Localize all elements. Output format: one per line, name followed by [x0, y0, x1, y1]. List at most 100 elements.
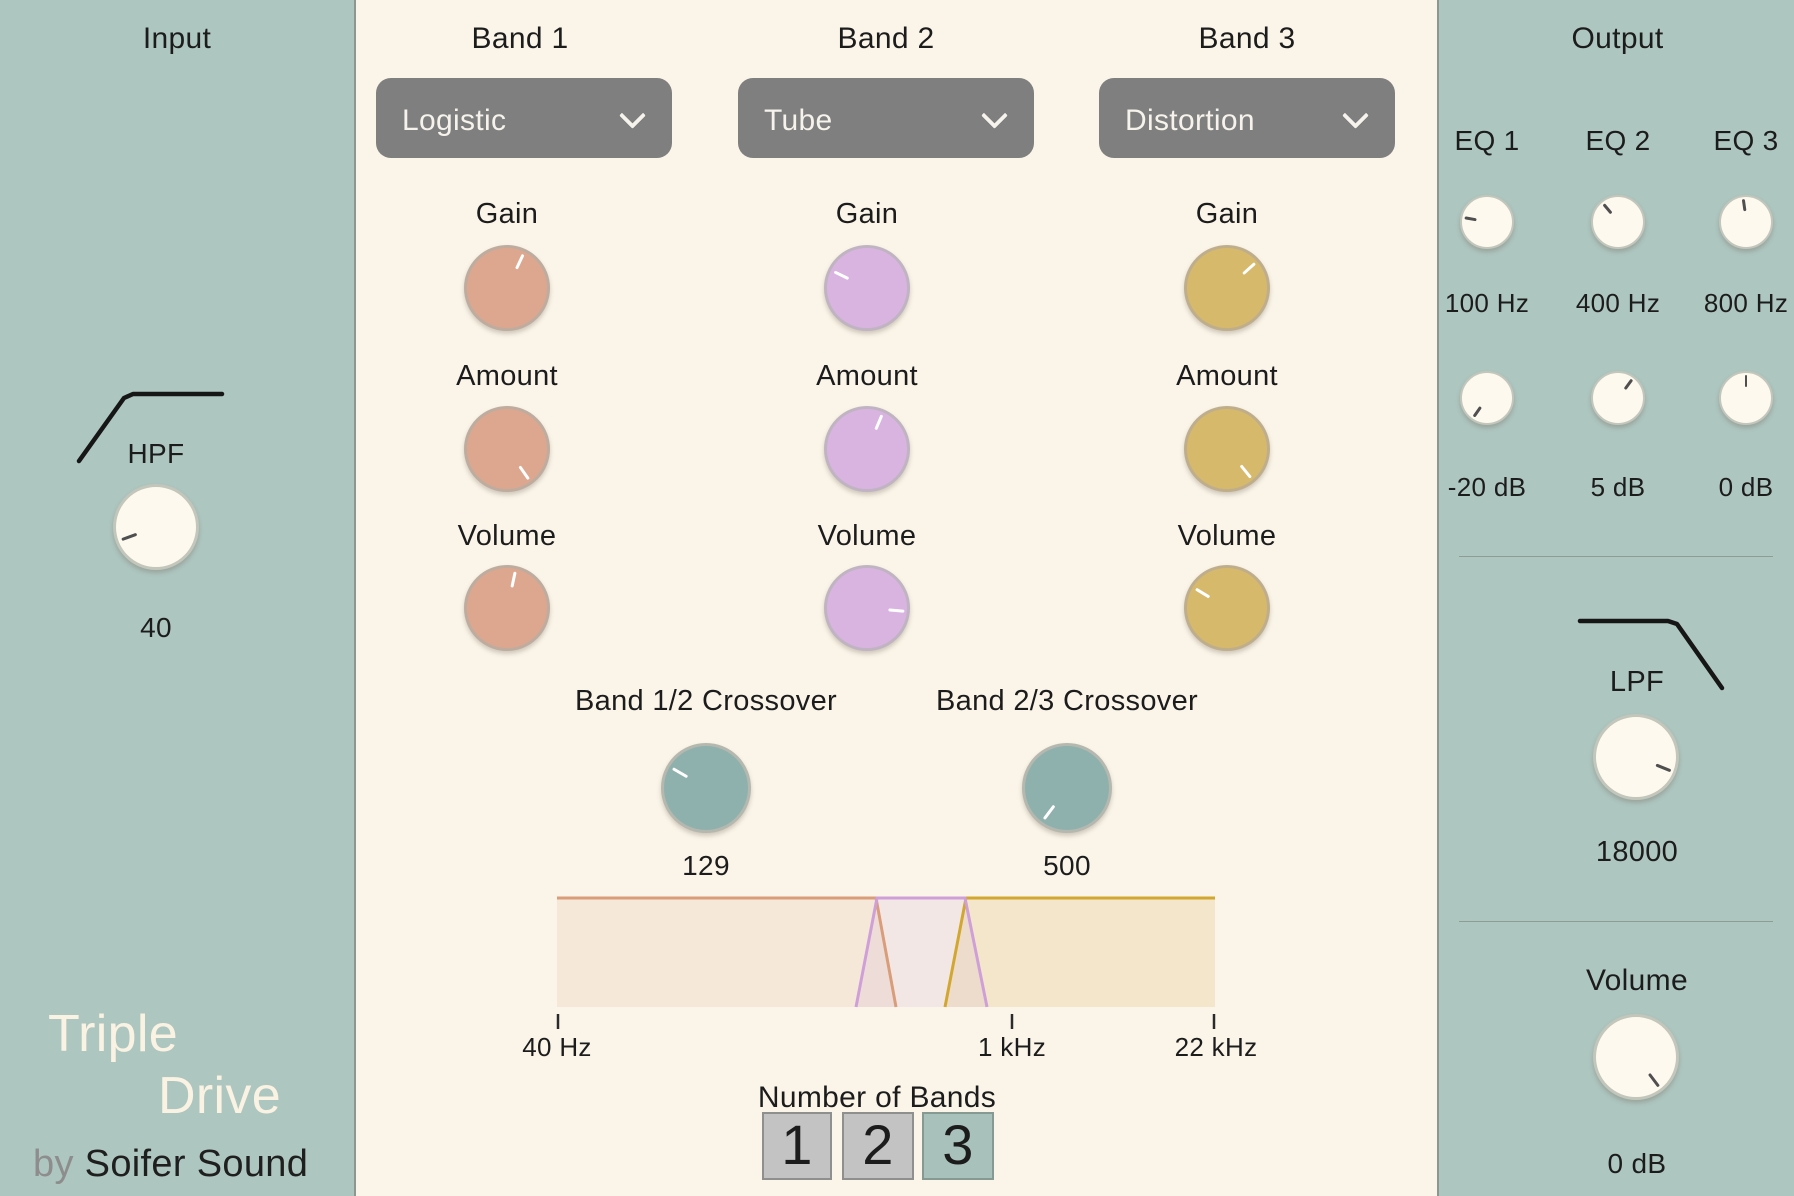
number-of-bands-label: Number of Bands: [757, 1081, 997, 1114]
band3-title: Band 3: [1198, 22, 1296, 55]
knob-indicator: [1042, 804, 1055, 821]
band3-amount-label: Amount: [1176, 360, 1278, 392]
bands-count-button-3[interactable]: 3: [922, 1112, 994, 1180]
knob-indicator: [1654, 763, 1671, 773]
spectrum-tick-1khz: 1 kHz: [977, 1032, 1047, 1062]
band1-volume-knob[interactable]: [464, 565, 550, 651]
knob-indicator: [1602, 203, 1612, 215]
eq2-freq-value: 400 Hz: [1575, 288, 1661, 318]
knob-indicator: [671, 767, 688, 779]
crossover23-knob[interactable]: [1022, 743, 1112, 833]
knob-indicator: [1464, 216, 1477, 222]
knob-indicator: [517, 465, 530, 481]
knob-indicator: [1623, 378, 1633, 390]
band3-volume-knob[interactable]: [1184, 565, 1270, 651]
eq1-freq-value: 100 Hz: [1444, 288, 1530, 318]
knob-indicator: [1239, 464, 1252, 479]
crossover23-label: Band 2/3 Crossover: [935, 685, 1199, 717]
band3-gain-label: Gain: [1195, 198, 1259, 230]
band1-gain-knob[interactable]: [464, 245, 550, 331]
band2-mode-value: Tube: [764, 104, 833, 137]
band2-title: Band 2: [837, 22, 935, 55]
eq1-label: EQ 1: [1454, 125, 1520, 156]
knob-indicator: [514, 253, 524, 270]
knob-indicator: [120, 532, 137, 542]
band2-mode-dropdown[interactable]: Tube: [738, 78, 1034, 158]
hpf-value: 40: [140, 612, 172, 643]
eq1-freq-knob[interactable]: [1460, 195, 1514, 249]
spectrum-tick-40hz: 40 Hz: [522, 1032, 592, 1062]
eq3-gain-value: 0 dB: [1718, 472, 1774, 502]
chevron-down-icon: [1342, 102, 1369, 129]
band3-mode-dropdown[interactable]: Distortion: [1099, 78, 1395, 158]
brand-title-line1: Triple: [48, 1005, 179, 1063]
brand-byline: by Soifer Sound: [33, 1143, 308, 1186]
knob-indicator: [1194, 587, 1210, 599]
knob-indicator: [1472, 406, 1482, 418]
eq3-freq-value: 800 Hz: [1703, 288, 1789, 318]
input-panel-title: Input: [142, 22, 212, 55]
eq1-gain-knob[interactable]: [1460, 371, 1514, 425]
chevron-down-icon: [981, 102, 1008, 129]
output-volume-knob[interactable]: [1593, 1014, 1679, 1100]
knob-indicator: [1241, 262, 1256, 276]
hpf-slope-icon: [76, 391, 225, 464]
band1-mode-value: Logistic: [402, 104, 507, 137]
lpf-slope-icon: [1577, 618, 1725, 691]
crossover23-value: 500: [1043, 850, 1091, 881]
crossover12-value: 129: [682, 850, 730, 881]
band3-volume-label: Volume: [1177, 520, 1277, 552]
hpf-label: HPF: [127, 438, 185, 469]
lpf-label: LPF: [1609, 666, 1665, 698]
band3-mode-value: Distortion: [1125, 104, 1255, 137]
knob-indicator: [509, 571, 517, 588]
knob-indicator: [873, 414, 883, 431]
band2-amount-knob[interactable]: [824, 406, 910, 492]
band2-volume-knob[interactable]: [824, 565, 910, 651]
hpf-knob[interactable]: [113, 484, 199, 570]
knob-indicator: [1744, 375, 1748, 387]
output-panel-title: Output: [1571, 22, 1664, 55]
input-panel: Input HPF 40 Triple Drive by Soifer Soun…: [0, 0, 356, 1196]
knob-indicator: [887, 608, 904, 613]
eq2-freq-knob[interactable]: [1591, 195, 1645, 249]
eq3-gain-knob[interactable]: [1719, 371, 1773, 425]
band1-gain-label: Gain: [475, 198, 539, 230]
band3-amount-knob[interactable]: [1184, 406, 1270, 492]
bands-count-button-1[interactable]: 1: [762, 1112, 832, 1180]
band2-gain-label: Gain: [835, 198, 899, 230]
output-volume-label: Volume: [1586, 964, 1688, 997]
output-volume-value: 0 dB: [1607, 1148, 1667, 1179]
byline-studio-name: Soifer Sound: [84, 1143, 309, 1185]
knob-indicator: [1741, 199, 1746, 212]
band1-mode-dropdown[interactable]: Logistic: [376, 78, 672, 158]
knob-indicator: [833, 270, 849, 281]
band-spectrum-graph: [556, 896, 1216, 1029]
band2-volume-label: Volume: [817, 520, 917, 552]
output-panel: Output: [1437, 0, 1794, 1196]
band1-amount-label: Amount: [456, 360, 558, 392]
lpf-knob[interactable]: [1593, 714, 1679, 800]
eq2-gain-value: 5 dB: [1590, 472, 1646, 502]
bands-count-button-2[interactable]: 2: [842, 1112, 914, 1180]
crossover12-label: Band 1/2 Crossover: [574, 685, 838, 717]
eq2-label: EQ 2: [1585, 125, 1651, 156]
band1-volume-label: Volume: [457, 520, 557, 552]
eq1-gain-value: -20 dB: [1447, 472, 1527, 502]
eq2-gain-knob[interactable]: [1591, 371, 1645, 425]
knob-indicator: [1647, 1072, 1660, 1088]
byline-prefix: by: [33, 1143, 74, 1185]
brand-title-line2: Drive: [158, 1067, 281, 1125]
eq3-label: EQ 3: [1713, 125, 1779, 156]
spectrum-tick-22khz: 22 kHz: [1174, 1032, 1258, 1062]
lpf-value: 18000: [1595, 836, 1679, 868]
band1-title: Band 1: [471, 22, 569, 55]
band1-amount-knob[interactable]: [464, 406, 550, 492]
chevron-down-icon: [619, 102, 646, 129]
band3-gain-knob[interactable]: [1184, 245, 1270, 331]
band2-gain-knob[interactable]: [824, 245, 910, 331]
crossover12-knob[interactable]: [661, 743, 751, 833]
eq3-freq-knob[interactable]: [1719, 195, 1773, 249]
output-divider-top: [1459, 556, 1773, 557]
